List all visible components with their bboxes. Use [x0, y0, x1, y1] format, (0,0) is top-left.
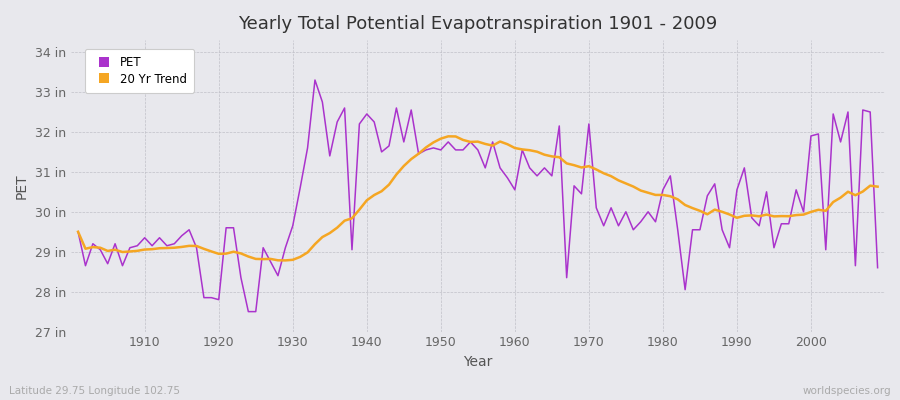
Title: Yearly Total Potential Evapotranspiration 1901 - 2009: Yearly Total Potential Evapotranspiratio…	[238, 15, 717, 33]
Y-axis label: PET: PET	[15, 173, 29, 199]
Text: worldspecies.org: worldspecies.org	[803, 386, 891, 396]
X-axis label: Year: Year	[464, 355, 492, 369]
Text: Latitude 29.75 Longitude 102.75: Latitude 29.75 Longitude 102.75	[9, 386, 180, 396]
Legend: PET, 20 Yr Trend: PET, 20 Yr Trend	[85, 49, 194, 93]
